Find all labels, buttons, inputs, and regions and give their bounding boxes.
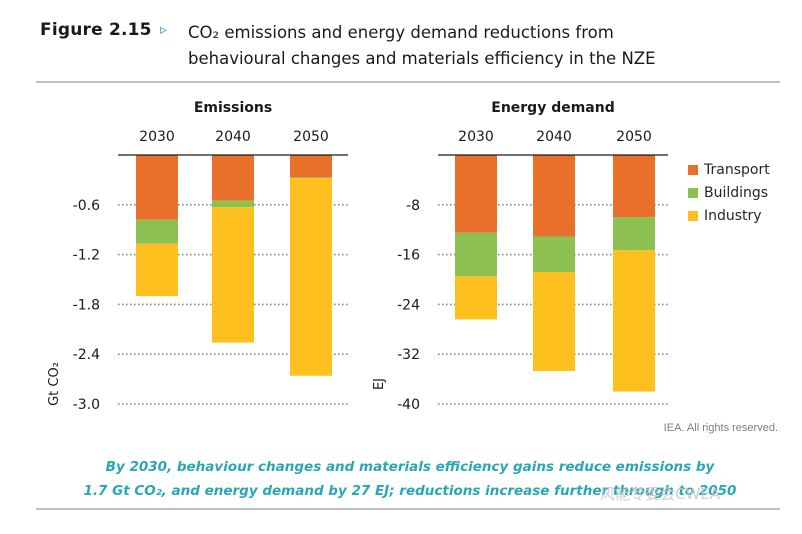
emissions-category-label-2030: 2030 xyxy=(139,129,175,145)
emissions-tick-label--3.0: -3.0 xyxy=(73,397,100,413)
caption: By 2030, behaviour changes and materials… xyxy=(40,455,780,503)
legend-label-buildings: Buildings xyxy=(704,184,769,201)
emissions-bar-2050-transport xyxy=(290,155,332,178)
emissions-category-label-2050: 2050 xyxy=(293,129,329,145)
energy-bar-2050-industry xyxy=(613,250,655,392)
energy-bar-2050-buildings xyxy=(613,217,655,251)
emissions-bar-2040-buildings xyxy=(212,200,254,208)
energy-bar-2030-transport xyxy=(455,155,497,233)
legend-swatch-transport xyxy=(688,164,698,175)
legend: Transport Buildings Industry xyxy=(688,158,770,227)
energy-bar-2030-buildings xyxy=(455,232,497,277)
legend-swatch-buildings xyxy=(688,187,698,198)
legend-item-buildings: Buildings xyxy=(688,181,770,204)
energy-bar-2040-buildings xyxy=(533,236,575,273)
legend-label-industry: Industry xyxy=(704,207,762,224)
energy-y-axis-label: EJ xyxy=(372,378,387,390)
energy-tick-label--24: -24 xyxy=(397,297,420,313)
emissions-bar-2050-industry xyxy=(290,178,332,376)
chart-canvas: Emissions 2030 2040 2050 -0.6 -1.2 -1.8 -2.4 -3.… xyxy=(47,100,668,413)
emissions-bar-2030-transport xyxy=(136,155,178,220)
caption-line1: By 2030, behaviour changes and materials… xyxy=(105,459,715,475)
emissions-chart-title: Emissions xyxy=(194,100,272,116)
arrow-icon: ▹ xyxy=(160,22,168,38)
figure-title: CO₂ emissions and energy demand reductio… xyxy=(188,20,778,72)
figure-title-line1: CO₂ emissions and energy demand reductio… xyxy=(188,23,614,42)
energy-bar-2040-industry xyxy=(533,272,575,372)
emissions-bar-2040-transport xyxy=(212,155,254,201)
emissions-tick-label--0.6: -0.6 xyxy=(73,198,100,214)
emissions-y-axis-label: Gt CO₂ xyxy=(47,362,62,406)
emissions-bar-2030-buildings xyxy=(136,219,178,244)
energy-bar-2030-industry xyxy=(455,276,497,320)
watermark: 风能专委会CWEA xyxy=(600,485,721,503)
bottom-divider xyxy=(36,508,780,510)
legend-item-transport: Transport xyxy=(688,158,770,181)
legend-label-transport: Transport xyxy=(704,161,770,178)
energy-tick-label--32: -32 xyxy=(397,347,420,363)
emissions-category-label-2040: 2040 xyxy=(215,129,251,145)
emissions-tick-label--2.4: -2.4 xyxy=(73,347,100,363)
emissions-tick-label--1.8: -1.8 xyxy=(73,297,100,313)
energy-category-label-2040: 2040 xyxy=(536,129,572,145)
energy-category-label-2030: 2030 xyxy=(458,129,494,145)
credit-text: IEA. All rights reserved. xyxy=(663,422,778,434)
figure-title-line2: behavioural changes and materials effici… xyxy=(188,49,656,68)
caption-line2: 1.7 Gt CO₂, and energy demand by 27 EJ; … xyxy=(83,483,737,499)
legend-item-industry: Industry xyxy=(688,204,770,227)
energy-tick-label--40: -40 xyxy=(397,397,420,413)
energy-tick-label--16: -16 xyxy=(397,248,420,264)
energy-tick-label--8: -8 xyxy=(406,198,420,214)
energy-bar-2050-transport xyxy=(613,155,655,218)
emissions-bar-2030-industry xyxy=(136,243,178,297)
legend-swatch-industry xyxy=(688,210,698,221)
energy-category-label-2050: 2050 xyxy=(616,129,652,145)
emissions-bar-2040-industry xyxy=(212,207,254,343)
top-divider xyxy=(36,81,780,83)
emissions-tick-label--1.2: -1.2 xyxy=(73,248,100,264)
emissions-bar-2050-buildings xyxy=(290,177,332,179)
energy-bar-2040-transport xyxy=(533,155,575,237)
figure-label: Figure 2.15 xyxy=(40,20,152,40)
energy-chart-title: Energy demand xyxy=(491,100,615,116)
